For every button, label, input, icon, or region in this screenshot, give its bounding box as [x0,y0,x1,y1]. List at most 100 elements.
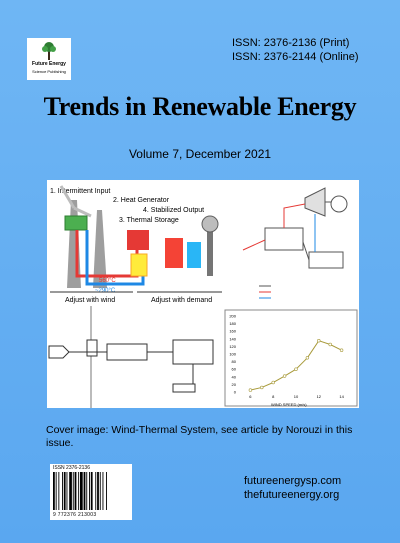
rotor-system-sketch [48,306,214,408]
x-tick-label: 6 [249,394,252,399]
generator-symbol [330,195,348,213]
issn-print: ISSN: 2376-2136 (Print) [232,37,350,49]
label-stabilized-output: 4. Stabilized Output [143,207,204,214]
y-tick-label: 40 [232,374,237,379]
barcode-bar [99,472,101,510]
storage-tank [130,253,148,277]
barcode-bar [72,472,74,510]
process-flow-diagram [242,187,348,299]
barcode-bar [86,472,88,510]
barcode-bar [62,472,63,510]
data-point [260,385,264,390]
data-point [339,348,344,352]
inlet-line [242,239,266,251]
x-tick-label: 10 [294,394,299,399]
heat-exchanger-box [264,227,304,251]
power-tower [207,230,213,276]
barcode-bar [63,472,66,510]
turbine-blade [73,206,92,218]
logo-subtitle: Science Publishing [32,69,66,74]
y-tick-label: 200 [229,314,236,319]
nacelle [64,215,88,231]
steam-line [283,203,306,228]
heat-sink-box [172,383,196,393]
cover-figure: 1. Intermittent Input 2. Heat Generator … [47,180,359,408]
data-point [282,374,287,378]
data-point [328,342,332,347]
data-point [294,367,298,371]
website-link[interactable]: thefutureenergy.org [244,489,340,501]
website-link[interactable]: futureenergysp.com [244,475,342,487]
barcode-bar [55,472,57,510]
x-tick-label: 14 [339,394,344,399]
heat-generator-box [127,230,149,250]
data-point [271,380,275,385]
y-tick-label: 180 [229,321,236,326]
label-thermal-storage: 3. Thermal Storage [119,217,179,224]
barcode-bar [97,472,99,510]
cover-caption: Cover image: Wind-Thermal System, see ar… [46,424,353,449]
figure-canvas: 1. Intermittent Input 2. Heat Generator … [48,185,358,408]
chart-frame [224,309,358,407]
x-axis-label: WIND SPEED (m/s) [271,402,307,407]
label-heat-generator: 2. Heat Generator [113,197,170,204]
data-point [317,339,321,343]
journal-title: Trends in Renewable Energy [43,92,357,121]
publisher-logo: Future Energy Science Publishing [27,38,71,80]
flow-line [302,241,310,261]
logo-name: Future Energy [32,61,66,67]
label-adjust-demand: Adjust with demand [151,297,212,304]
rotor-hub [86,339,98,357]
y-tick-label: 60 [232,367,237,372]
tree-icon [42,42,56,60]
barcode-bars [53,472,107,510]
feed-heater-box [308,251,344,269]
y-tick-label: 80 [232,359,237,364]
barcode-bar [74,472,77,510]
label-temp-hot: 560°C [99,278,116,284]
turbine-tower [93,210,107,288]
y-tick-label: 120 [229,344,236,349]
x-tick-label: 8 [272,394,275,399]
y-tick-label: 0 [234,390,237,395]
data-point [305,356,310,360]
data-point [248,388,253,392]
volume-info: Volume 7, December 2021 [128,147,272,161]
stirring-device-box [172,339,214,365]
barcode: ISSN 2376-2136 9 772376 213003 [50,464,132,520]
barcode-bar [102,472,104,510]
x-tick-labels: 6 8 10 12 14 [249,394,344,399]
barcode-bar [78,472,80,510]
barcode-bar [53,472,55,510]
wind-speed-chart: 0 20 40 60 80 100 120 140 160 180 200 6 8 10 12 14 WIN… [224,309,358,407]
barcode-number: 9 772376 213003 [53,512,97,518]
barcode-bar [58,472,60,510]
hot-tank [165,238,183,268]
y-tick-label: 100 [229,352,236,357]
barcode-bar [106,472,107,510]
y-tick-label: 160 [229,329,236,334]
generator-turbine [201,215,219,233]
label-temp-cold: ~290°C [95,288,116,294]
y-tick-label: 140 [229,336,236,341]
wind-thermal-schematic: 1. Intermittent Input 2. Heat Generator … [50,185,222,304]
barcode-bar [80,472,83,510]
cold-tank [187,242,201,268]
barcode-bar [90,472,93,510]
issn-online: ISSN: 2376-2144 (Online) [232,51,359,63]
barcode-bar [95,472,97,510]
gear-box [106,343,148,361]
y-tick-labels: 0 20 40 60 80 100 120 140 160 180 200 [229,314,236,395]
barcode-issn: ISSN 2376-2136 [53,465,90,471]
turbine-blade [59,185,76,209]
barcode-bar [69,472,72,510]
series-points [248,339,344,392]
barcode-bar [89,472,90,510]
input-arrow [48,345,70,359]
y-tick-label: 20 [232,382,237,387]
x-tick-label: 12 [317,394,322,399]
barcode-bar [66,472,68,510]
label-intermittent-input: 1. Intermittent Input [50,188,110,195]
label-adjust-wind: Adjust with wind [65,297,115,304]
